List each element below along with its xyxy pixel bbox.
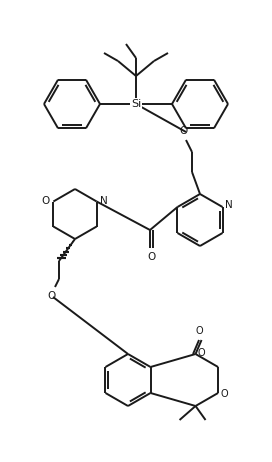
- Text: O: O: [147, 252, 155, 262]
- Text: O: O: [196, 326, 203, 336]
- Text: N: N: [224, 200, 232, 210]
- Text: O: O: [179, 126, 187, 136]
- Text: O: O: [220, 389, 228, 399]
- Text: N: N: [100, 195, 107, 206]
- Text: O: O: [41, 195, 49, 206]
- Text: Si: Si: [131, 99, 141, 109]
- Text: O: O: [47, 291, 55, 301]
- Text: O: O: [197, 348, 205, 358]
